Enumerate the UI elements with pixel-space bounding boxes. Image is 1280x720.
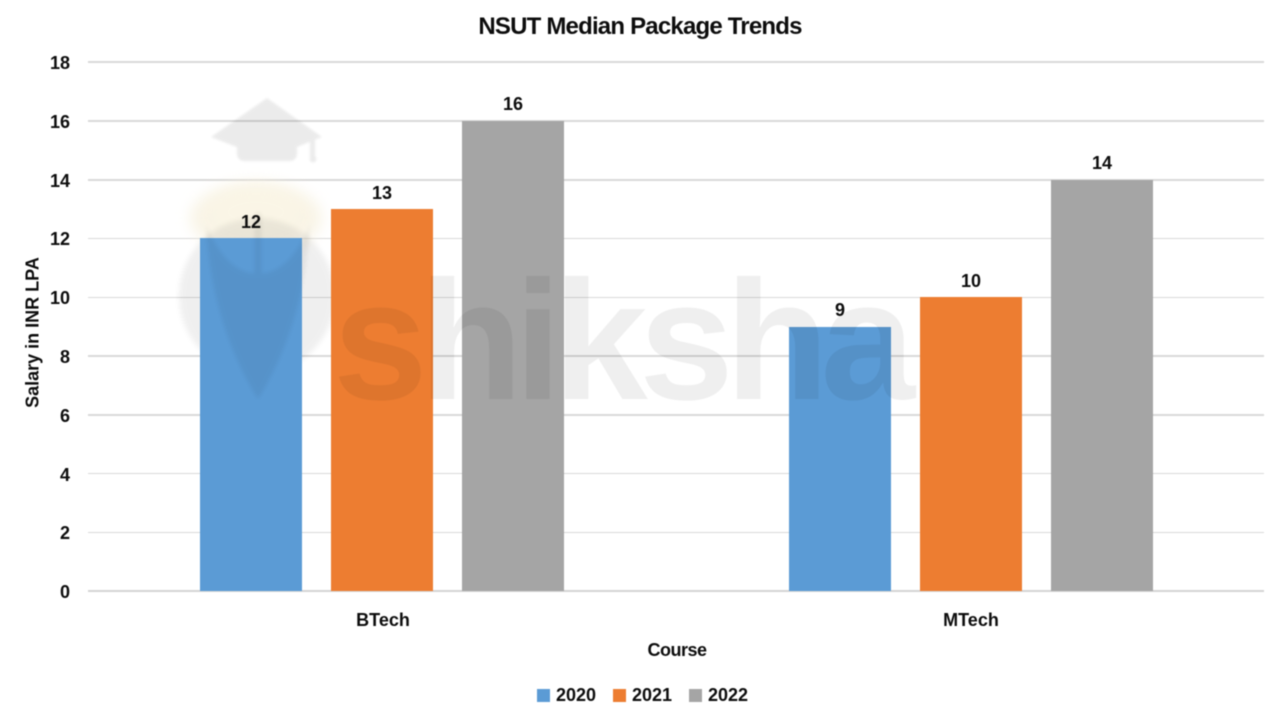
svg-text:shiksha: shiksha xyxy=(333,246,917,436)
